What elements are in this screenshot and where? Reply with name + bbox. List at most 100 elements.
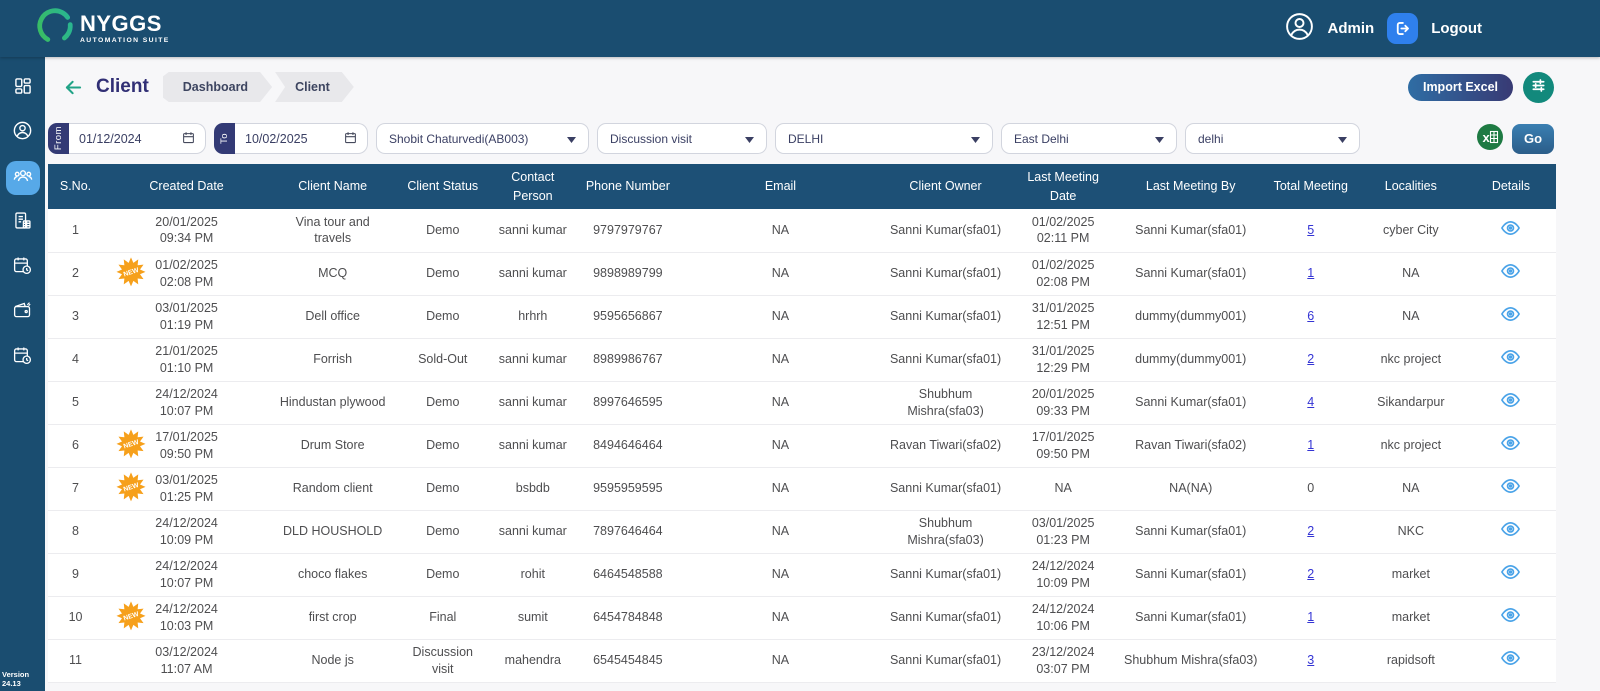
view-details-eye-icon[interactable] [1500, 306, 1521, 322]
dashboard-grid-icon [13, 76, 33, 101]
cell-client-status: Demo [395, 424, 491, 468]
cell-locality: NA [1355, 295, 1466, 339]
chevron-down-icon [567, 132, 576, 146]
cell-total-meeting[interactable]: 1 [1265, 252, 1356, 296]
state-dropdown[interactable]: DELHI [775, 123, 993, 154]
breadcrumb-client[interactable]: Client [275, 72, 354, 102]
logout-label[interactable]: Logout [1431, 20, 1482, 37]
district-dropdown[interactable]: East Delhi [1001, 123, 1177, 154]
cell-client-status: Demo [395, 510, 491, 554]
table-row: 3 03/01/2025 01:19 PM Dell office Demo hr… [48, 295, 1556, 339]
breadcrumb-dashboard[interactable]: Dashboard [163, 72, 272, 102]
cell-sno: 11 [48, 639, 104, 683]
cell-last-meeting-by: Sanni Kumar(sfa01) [1115, 209, 1266, 253]
cell-total-meeting[interactable]: 1 [1265, 596, 1356, 640]
cell-last-meeting-date: 17/01/2025 09:50 PM [1010, 424, 1116, 468]
meeting-type-dropdown[interactable]: Discussion visit [597, 123, 767, 154]
export-excel-button[interactable]: x [1476, 123, 1504, 154]
view-details-eye-icon[interactable] [1500, 521, 1521, 537]
sidebar-item-schedule[interactable] [6, 341, 40, 375]
cell-locality: market [1355, 596, 1466, 640]
sidebar-item-billing[interactable] [6, 206, 40, 240]
logout-icon[interactable] [1387, 13, 1419, 44]
cell-total-meeting[interactable]: 2 [1265, 510, 1356, 554]
view-details-eye-icon[interactable] [1500, 349, 1521, 365]
view-details-eye-icon[interactable] [1500, 263, 1521, 279]
sliders-icon [1530, 77, 1547, 97]
column-header: Phone Number [575, 164, 681, 209]
table-row: 8 24/12/2024 10:09 PM DLD HOUSHOLD Demo s… [48, 510, 1556, 554]
view-details-eye-icon[interactable] [1500, 650, 1521, 666]
cell-client-status: Final [395, 596, 491, 640]
cell-sno: 10 [48, 596, 104, 640]
cell-last-meeting-by: Sanni Kumar(sfa01) [1115, 381, 1266, 425]
cell-total-meeting[interactable]: 6 [1265, 295, 1356, 339]
cell-last-meeting-date: 24/12/2024 10:09 PM [1010, 553, 1116, 597]
page-title: Client [96, 76, 149, 97]
cell-contact-person: sanni kumar [490, 338, 576, 382]
table-row: 10 NEW 24/12/2024 10:03 PM first crop Fin… [48, 596, 1556, 640]
cell-total-meeting[interactable]: 2 [1265, 553, 1356, 597]
cell-total-meeting[interactable]: 1 [1265, 424, 1356, 468]
chevron-down-icon [745, 132, 754, 146]
client-table: S.No. Created Date Client Name Client Statu… [48, 164, 1556, 683]
cell-sno: 1 [48, 209, 104, 253]
sidebar-item-dashboard[interactable] [6, 71, 40, 105]
user-avatar-icon[interactable] [1284, 11, 1315, 47]
cell-sno: 8 [48, 510, 104, 554]
cell-created-date: 03/12/2024 11:07 AM [103, 639, 271, 683]
import-excel-button[interactable]: Import Excel [1407, 73, 1513, 101]
view-details-eye-icon[interactable] [1500, 392, 1521, 408]
calendar-icon [182, 131, 195, 147]
from-date-input[interactable]: 01/12/2024 [69, 123, 206, 154]
view-details-eye-icon[interactable] [1500, 564, 1521, 580]
cell-last-meeting-date: NA [1010, 467, 1116, 511]
cell-client-owner: Sanni Kumar(sfa01) [880, 338, 1011, 382]
cell-client-status: Discussion visit [395, 639, 491, 683]
cell-total-meeting[interactable]: 2 [1265, 338, 1356, 382]
employee-filter-dropdown[interactable]: Shobit Chaturvedi(AB003) [376, 123, 589, 154]
sidebar-item-expenses[interactable] [6, 296, 40, 330]
to-date-input[interactable]: 10/02/2025 [235, 123, 368, 154]
cell-last-meeting-by: Sanni Kumar(sfa01) [1115, 596, 1266, 640]
cell-client-owner: Sanni Kumar(sfa01) [880, 467, 1011, 511]
cell-sno: 2 [48, 252, 104, 296]
sidebar-item-profile[interactable] [6, 116, 40, 150]
cell-last-meeting-date: 20/01/2025 09:33 PM [1010, 381, 1116, 425]
back-arrow-icon[interactable] [63, 77, 84, 98]
cell-phone-number: 8997646595 [575, 381, 681, 425]
table-row: 4 21/01/2025 01:10 PM Forrish Sold-Out sa… [48, 338, 1556, 382]
cell-total-meeting[interactable]: 5 [1265, 209, 1356, 253]
cell-total-meeting[interactable]: 4 [1265, 381, 1356, 425]
cell-email: NA [680, 252, 881, 296]
cell-email: NA [680, 295, 881, 339]
view-details-eye-icon[interactable] [1500, 607, 1521, 623]
view-details-eye-icon[interactable] [1500, 435, 1521, 451]
go-button[interactable]: Go [1512, 123, 1554, 154]
sidebar-item-meetings[interactable] [6, 251, 40, 285]
view-details-eye-icon[interactable] [1500, 220, 1521, 236]
total-meeting-value: 0 [1307, 481, 1315, 496]
sidebar-item-clients[interactable] [5, 161, 40, 195]
cell-contact-person: sanni kumar [490, 381, 576, 425]
cell-locality: Sikandarpur [1355, 381, 1466, 425]
excel-icon: x [1476, 123, 1504, 154]
column-header: Client Owner [880, 164, 1011, 209]
cell-details [1465, 252, 1556, 296]
cell-total-meeting: 0 [1265, 467, 1356, 511]
cell-client-name: Hindustan plywood [270, 381, 396, 425]
cell-details [1465, 553, 1556, 597]
city-dropdown[interactable]: delhi [1185, 123, 1360, 154]
admin-label[interactable]: Admin [1327, 20, 1375, 37]
cell-total-meeting[interactable]: 3 [1265, 639, 1356, 683]
cell-phone-number: 7897646464 [575, 510, 681, 554]
filter-settings-button[interactable] [1523, 71, 1554, 103]
cell-client-name: Vina tour and travels [270, 209, 396, 253]
cell-contact-person: bsbdb [490, 467, 576, 511]
total-meeting-link: 5 [1307, 223, 1315, 238]
cell-details [1465, 639, 1556, 683]
cell-client-name: Dell office [270, 295, 396, 339]
brand-text: NYGGS AUTOMATION SUITE [80, 12, 170, 45]
view-details-eye-icon[interactable] [1500, 478, 1521, 494]
cell-client-status: Demo [395, 553, 491, 597]
